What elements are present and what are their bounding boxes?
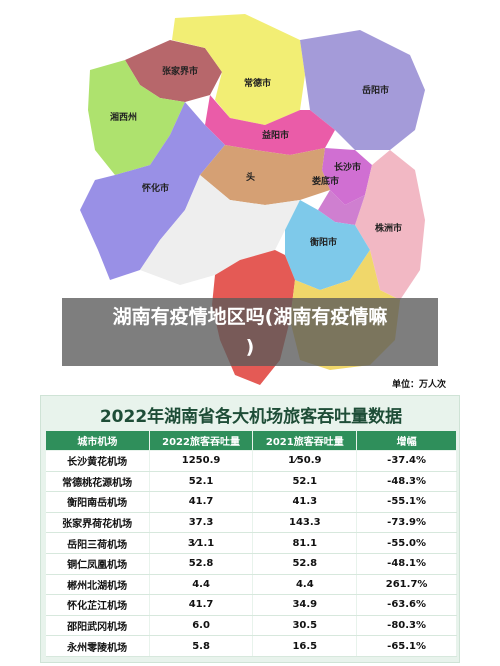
- cell-2021: 81.1: [252, 532, 358, 554]
- cell-airport: 邵阳武冈机场: [45, 615, 150, 637]
- cell-growth: -80.3%: [356, 615, 457, 637]
- airport-table: 城市机场 2022旅客吞吐量 2021旅客吞吐量 增幅 长沙黄花机场 1250.9…: [45, 430, 457, 657]
- header-2022: 2022旅客吞吐量: [148, 430, 254, 451]
- table-row: 长沙黄花机场 1250.9 1⁄50.9 -37.4%: [45, 450, 457, 472]
- cell-airport: 长沙黄花机场: [45, 450, 150, 472]
- header-airport: 城市机场: [45, 430, 150, 451]
- cell-growth: -55.0%: [356, 532, 457, 554]
- label-changsha: 长沙市: [334, 161, 361, 173]
- cell-2022: 52.1: [149, 471, 254, 493]
- cell-2022: 41.7: [149, 594, 254, 616]
- unit-note: 单位：万人次: [392, 380, 447, 390]
- region-zhuzhou: [355, 150, 425, 300]
- cell-2021: 16.5: [252, 635, 358, 657]
- cell-2022: 52.8: [149, 553, 254, 575]
- label-xiangxi: 湘西州: [110, 111, 137, 123]
- cell-airport: 岳阳三荷机场: [45, 532, 150, 554]
- region-changsha: [322, 148, 372, 205]
- cell-growth: -55.1%: [356, 491, 457, 513]
- cell-growth: -48.3%: [356, 471, 457, 493]
- cell-2022: 1250.9: [149, 450, 254, 472]
- cell-airport: 张家界荷花机场: [45, 512, 150, 534]
- header-2021: 2021旅客吞吐量: [252, 430, 358, 451]
- cell-airport: 郴州北湖机场: [45, 574, 150, 596]
- region-xiangxi: [88, 60, 185, 175]
- table-body: 长沙黄花机场 1250.9 1⁄50.9 -37.4% 常德桃花源机场 52.1 52.1-…: [45, 450, 457, 657]
- table-row: 衡阳南岳机场 41.7 41.3 -55.1%: [45, 491, 457, 513]
- cell-airport: 铜仁凤凰机场: [45, 553, 150, 575]
- table-row: 铜仁凤凰机场 52.8 52.8 -48.1%: [45, 553, 457, 575]
- cell-2021: 34.9: [252, 594, 358, 616]
- cell-2022: 6.0: [149, 615, 254, 637]
- cell-2021: 4.4: [252, 574, 358, 596]
- cell-2022: 37.3: [149, 512, 254, 534]
- cell-airport: 永州零陵机场: [45, 635, 150, 657]
- cell-growth: -37.4%: [356, 450, 457, 472]
- cell-2021: 41.3: [252, 491, 358, 513]
- cell-airport: 怀化芷江机场: [45, 594, 150, 616]
- cell-2021: 1⁄50.9: [252, 450, 358, 472]
- table-row: 郴州北湖机场 4.4 4.4 261.7%: [45, 574, 457, 596]
- region-hengyang: [285, 200, 370, 290]
- label-extra: 头: [246, 171, 255, 183]
- cell-2022: 3⁄1.1: [149, 532, 254, 554]
- table-header-row: 城市机场 2022旅客吞吐量 2021旅客吞吐量 增幅: [45, 430, 457, 451]
- table-row: 怀化芷江机场 41.7 34.9 -63.6%: [45, 594, 457, 616]
- cell-airport: 衡阳南岳机场: [45, 491, 150, 513]
- label-zhuzhou: 株洲市: [375, 222, 402, 234]
- cell-growth: -63.6%: [356, 594, 457, 616]
- label-loudi: 娄底市: [311, 175, 339, 187]
- cell-2021: 30.5: [252, 615, 358, 637]
- table-row: 常德桃花源机场 52.1 52.1 -48.3%: [45, 471, 457, 493]
- table-row: 永州零陵机场 5.8 16.5 -65.1%: [45, 635, 457, 657]
- region-zhangjiajie: [125, 40, 222, 102]
- table-row: 邵阳武冈机场 6.0 30.5 -80.3%: [45, 615, 457, 637]
- region-loudi: [200, 145, 330, 205]
- cell-growth: -73.9%: [356, 512, 457, 534]
- label-huaihua: 怀化市: [142, 182, 169, 194]
- cell-2021: 52.1: [252, 471, 358, 493]
- region-changde: [172, 14, 305, 125]
- article-title-banner: 湖南有疫情地区吗(湖南有疫情嘛 ): [62, 298, 438, 366]
- region-huaihua: [80, 102, 225, 280]
- cell-growth: 261.7%: [356, 574, 457, 596]
- cell-2022: 5.8: [149, 635, 254, 657]
- label-zhangjiajie: 张家界市: [162, 65, 198, 77]
- table-row: 张家界荷花机场 37.3 143.3 -73.9%: [45, 512, 457, 534]
- cell-2022: 41.7: [149, 491, 254, 513]
- label-changde: 常德市: [244, 77, 271, 89]
- table-title: 2022年湖南省各大机场旅客吞吐量数据: [99, 407, 403, 427]
- cell-airport: 常德桃花源机场: [45, 471, 150, 493]
- banner-line-2: ): [245, 336, 255, 358]
- label-yiyang: 益阳市: [262, 129, 289, 141]
- table-row: 岳阳三荷机场 3⁄1.1 81.1 -55.0%: [45, 532, 457, 554]
- region-yiyang: [205, 95, 335, 155]
- airport-data-panel: 2022年湖南省各大机场旅客吞吐量数据 城市机场 2022旅客吞吐量 2021旅…: [40, 395, 460, 663]
- region-shaoyang: [140, 175, 300, 285]
- header-growth: 增幅: [356, 430, 457, 451]
- cell-growth: -65.1%: [356, 635, 457, 657]
- region-yueyang: [300, 30, 425, 150]
- cell-2021: 143.3: [252, 512, 358, 534]
- cell-growth: -48.1%: [356, 553, 457, 575]
- cell-2021: 52.8: [252, 553, 358, 575]
- region-xiangtan: [318, 190, 365, 225]
- cell-2022: 4.4: [149, 574, 254, 596]
- label-hengyang: 衡阳市: [310, 236, 337, 248]
- label-yueyang: 岳阳市: [362, 84, 389, 96]
- banner-line-1: 湖南有疫情地区吗(湖南有疫情嘛: [112, 306, 388, 328]
